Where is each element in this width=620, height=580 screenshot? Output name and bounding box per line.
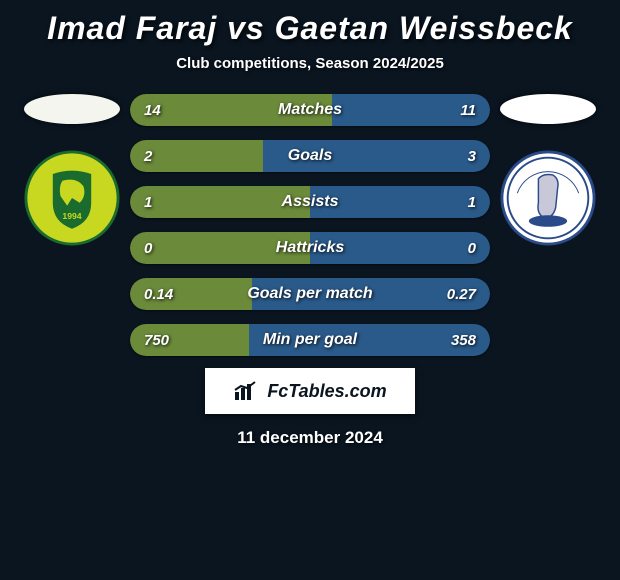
club-crest-left-icon: 1994: [24, 150, 120, 246]
right-player-column: [498, 94, 598, 246]
stat-row: 1 1 Assists: [130, 186, 490, 218]
stat-value-right: 0: [468, 240, 476, 257]
stat-label: Hattricks: [276, 239, 344, 257]
stat-row: 14 11 Matches: [130, 94, 490, 126]
stat-value-right: 358: [451, 332, 476, 349]
club-badge-left: 1994: [24, 150, 120, 246]
svg-text:1994: 1994: [62, 211, 81, 221]
club-crest-right-icon: [500, 150, 596, 246]
main-area: 1994 1411Matches23Goals11Assists00Hattri…: [0, 94, 620, 356]
player-photo-placeholder-left: [24, 94, 120, 124]
stat-value-left: 750: [144, 332, 169, 349]
date-text: 11 december 2024: [237, 428, 383, 448]
comparison-card: Imad Faraj vs Gaetan Weissbeck Club comp…: [0, 0, 620, 458]
stat-value-left: 1: [144, 194, 152, 211]
stat-row: 750 358 Min per goal: [130, 324, 490, 356]
stat-value-left: 0: [144, 240, 152, 257]
stat-label: Min per goal: [263, 331, 357, 349]
stat-value-right: 3: [468, 148, 476, 165]
stat-row: 0.14 0.27 Goals per match: [130, 278, 490, 310]
stat-label: Goals per match: [247, 285, 372, 303]
stat-label: Assists: [282, 193, 339, 211]
stats-column: 1411Matches23Goals11Assists00Hattricks0.…: [130, 94, 490, 356]
page-title: Imad Faraj vs Gaetan Weissbeck: [47, 10, 573, 47]
player-photo-placeholder-right: [500, 94, 596, 124]
club-badge-right: [500, 150, 596, 246]
stat-row: 2 3 Goals: [130, 140, 490, 172]
stat-value-left: 2: [144, 148, 152, 165]
stat-value-right: 0.27: [447, 286, 476, 303]
left-player-column: 1994: [22, 94, 122, 246]
stat-label: Goals: [288, 147, 332, 165]
stat-label: Matches: [278, 101, 342, 119]
stat-value-left: 14: [144, 102, 161, 119]
brand-attribution[interactable]: FcTables.com: [205, 368, 415, 414]
stat-value-right: 11: [460, 102, 476, 119]
stat-value-left: 0.14: [144, 286, 173, 303]
subtitle: Club competitions, Season 2024/2025: [176, 55, 444, 72]
chart-icon: [233, 380, 261, 402]
brand-text: FcTables.com: [267, 381, 386, 402]
stat-value-right: 1: [468, 194, 476, 211]
stat-row: 0 0 Hattricks: [130, 232, 490, 264]
